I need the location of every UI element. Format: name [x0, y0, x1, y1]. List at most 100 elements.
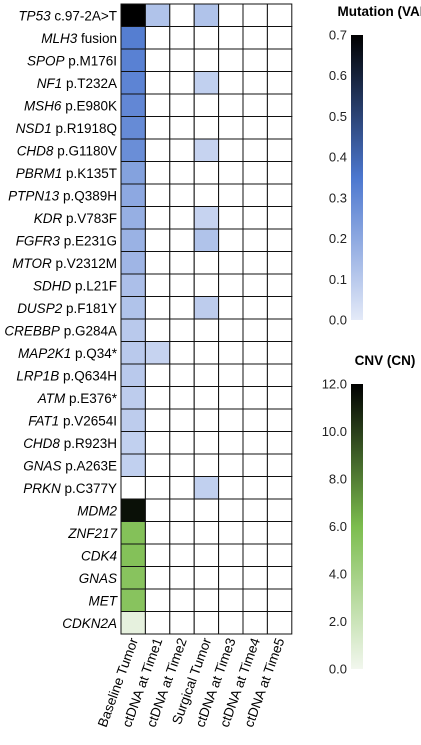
heatmap-cell [193, 161, 220, 185]
heatmap-cell [169, 296, 195, 320]
heatmap-cell [218, 543, 244, 567]
heatmap-cell [120, 273, 146, 297]
heatmap-cell [266, 183, 293, 207]
legend-tick-label: 0.2 [329, 231, 347, 246]
heatmap-cell [218, 26, 244, 50]
heatmap-cell [144, 251, 171, 275]
legend-tick-label: 0.4 [329, 150, 347, 165]
heatmap-cell [144, 3, 171, 27]
heatmap-cell [120, 228, 146, 252]
heatmap-cell [193, 611, 220, 635]
heatmap-cell [266, 26, 293, 50]
heatmap-cell [266, 318, 293, 342]
heatmap-cell [242, 228, 268, 252]
heatmap-cell [218, 138, 244, 162]
heatmap-cell [218, 386, 244, 410]
heatmap-cell [218, 498, 244, 522]
heatmap-cell [169, 26, 195, 50]
heatmap-cell [218, 93, 244, 117]
heatmap-cell [242, 26, 268, 50]
row-label: CHD8 p.R923H [23, 436, 117, 451]
heatmap-cell [266, 251, 293, 275]
heatmap-cell [193, 363, 220, 387]
heatmap-cell [242, 138, 268, 162]
heatmap-cell [266, 206, 293, 230]
row-label: FGFR3 p.E231G [16, 233, 117, 248]
heatmap-cell [169, 611, 195, 635]
heatmap-cell [266, 611, 293, 635]
heatmap-cell [242, 431, 268, 455]
legend-tick-label: 10.0 [322, 424, 347, 439]
row-label: NF1 p.T232A [37, 76, 117, 91]
heatmap-cell [242, 251, 268, 275]
heatmap-cell [242, 363, 268, 387]
heatmap-cell [169, 408, 195, 432]
heatmap-cell [144, 161, 171, 185]
heatmap-cell [120, 566, 146, 590]
row-label: GNAS [79, 571, 117, 586]
heatmap-cell [120, 588, 146, 612]
heatmap-cell [120, 453, 146, 477]
heatmap-cell [120, 161, 146, 185]
heatmap-cell [120, 3, 146, 27]
heatmap-cell [169, 431, 195, 455]
row-label: PRKN p.C377Y [23, 481, 117, 496]
heatmap-cell [120, 26, 146, 50]
heatmap-cell [144, 206, 171, 230]
heatmap-cell [218, 48, 244, 72]
heatmap-cell [120, 71, 146, 95]
heatmap-cell [193, 93, 220, 117]
legend-title: CNV (CN) [355, 353, 416, 368]
heatmap-cell [266, 116, 293, 140]
heatmap-cell [144, 408, 171, 432]
heatmap-cell [218, 566, 244, 590]
heatmap-cell [120, 93, 146, 117]
heatmap-cell [144, 296, 171, 320]
heatmap-cell [169, 453, 195, 477]
heatmap-cell [120, 611, 146, 635]
row-label: KDR p.V783F [34, 211, 117, 226]
heatmap-cell [266, 408, 293, 432]
row-label: SDHD p.L21F [33, 278, 117, 293]
heatmap-cell [193, 71, 220, 95]
heatmap-cell [169, 318, 195, 342]
heatmap-cell [120, 408, 146, 432]
heatmap-cell [242, 71, 268, 95]
heatmap-cell [144, 431, 171, 455]
heatmap-cell [266, 228, 293, 252]
heatmap-cell [144, 228, 171, 252]
heatmap-cell [169, 588, 195, 612]
heatmap-cell [120, 386, 146, 410]
heatmap-cell [242, 408, 268, 432]
colorbar [351, 384, 363, 669]
heatmap-cell [169, 48, 195, 72]
heatmap-cell [169, 228, 195, 252]
heatmap-cell [144, 521, 171, 545]
heatmap-cells [120, 3, 293, 635]
heatmap-cell [266, 93, 293, 117]
heatmap-cell [144, 543, 171, 567]
heatmap-cell [242, 453, 268, 477]
heatmap-cell [169, 498, 195, 522]
heatmap-cell [193, 206, 220, 230]
heatmap-cell [144, 588, 171, 612]
heatmap-cell [144, 93, 171, 117]
heatmap-cell [266, 476, 293, 500]
heatmap-cell [169, 521, 195, 545]
heatmap-cell [193, 543, 220, 567]
heatmap-cell [193, 183, 220, 207]
heatmap-cell [193, 26, 220, 50]
legend-tick-label: 0.5 [329, 109, 347, 124]
heatmap-cell [144, 116, 171, 140]
heatmap-cell [120, 48, 146, 72]
legend-tick-label: 0.1 [329, 272, 347, 287]
heatmap-cell [120, 116, 146, 140]
heatmap-cell [266, 296, 293, 320]
heatmap-cell [242, 341, 268, 365]
heatmap-cell [242, 161, 268, 185]
heatmap-cell [242, 521, 268, 545]
row-label: CREBBP p.G284A [4, 323, 117, 338]
heatmap-cell [120, 498, 146, 522]
heatmap-cell [218, 183, 244, 207]
